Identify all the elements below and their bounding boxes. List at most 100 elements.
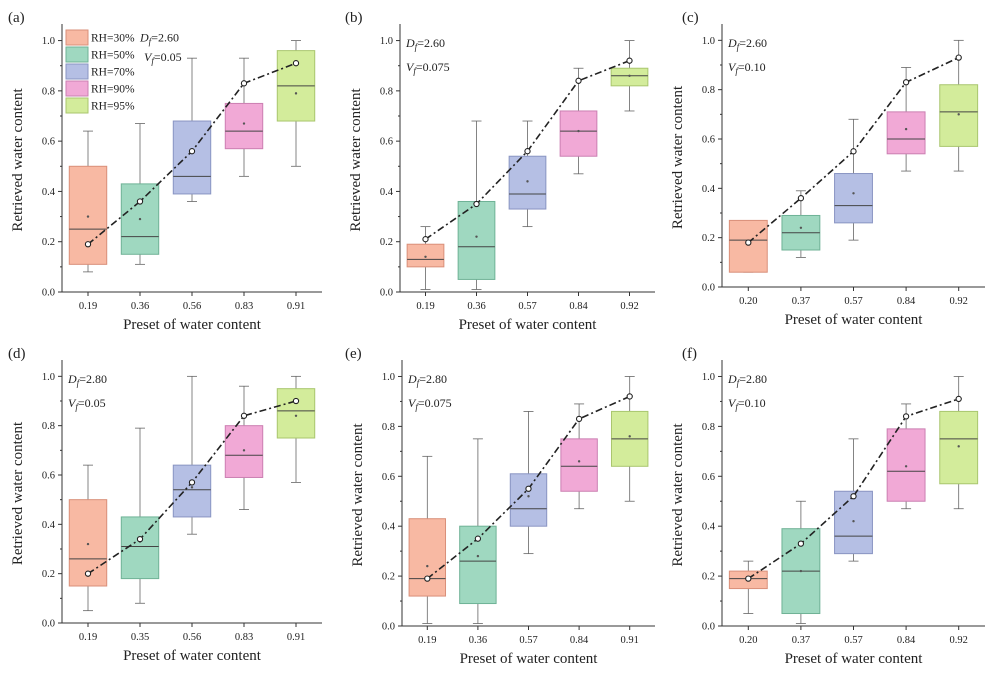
box-mean-marker <box>424 255 427 258</box>
y-tick-label: 0.8 <box>380 86 393 97</box>
preset-point <box>136 198 144 205</box>
param-df: Df=2.60 <box>405 36 445 52</box>
preset-point <box>745 239 752 246</box>
preset-point <box>525 485 532 492</box>
x-tick-label: 0.57 <box>518 301 536 312</box>
x-tick-label: 0.83 <box>235 301 253 312</box>
box <box>457 200 496 280</box>
box <box>559 110 598 157</box>
box <box>886 428 926 502</box>
box-mean-marker <box>476 554 480 558</box>
chart-panel-a: (a) 0.0 0.2 0.4 0.6 0.8 1.0 0.19 0.36 0.56 0.83 0.9… <box>8 10 322 333</box>
x-tick-label: 0.56 <box>183 632 201 643</box>
preset-point <box>188 148 196 155</box>
x-tick-label: 0.83 <box>235 632 253 643</box>
preset-point <box>292 397 300 405</box>
chart-panel-c: (c) 0.0 0.2 0.4 0.6 0.8 1.0 0.20 0.37 0.57 0.84 0.9… <box>670 10 985 328</box>
box-mean-marker <box>904 465 908 468</box>
box-mean-marker <box>242 449 246 452</box>
x-tick-label: 0.92 <box>950 635 968 646</box>
y-tick-label: 0.2 <box>382 572 395 583</box>
y-axis-label: Retrieved water content <box>348 88 364 232</box>
box-mean-marker <box>526 180 529 183</box>
box-mean-marker <box>242 122 246 125</box>
preset-point <box>575 415 583 423</box>
box <box>406 243 445 268</box>
box-mean-marker <box>577 129 580 133</box>
legend-swatch <box>65 63 89 80</box>
y-tick-label: 0.6 <box>382 472 395 483</box>
preset-point <box>902 413 910 420</box>
box-mean-marker <box>799 226 803 229</box>
box <box>560 438 598 492</box>
box <box>172 120 212 195</box>
panel-label: (f) <box>682 346 697 362</box>
panel-label: (e) <box>345 346 362 362</box>
y-tick-label: 0.4 <box>42 520 56 531</box>
x-tick-label: 0.57 <box>844 296 862 307</box>
box <box>508 155 547 210</box>
y-tick-label: 0.8 <box>42 86 55 97</box>
y-tick-label: 0.4 <box>702 184 716 195</box>
x-tick-label: 0.91 <box>287 301 305 312</box>
legend-swatch <box>65 80 89 97</box>
box <box>224 425 264 478</box>
preset-point <box>850 493 857 500</box>
x-axis-label: Preset of water content <box>459 317 598 333</box>
param-vf: Vf=0.075 <box>406 60 450 76</box>
param-df: Df=2.80 <box>727 372 767 388</box>
y-tick-label: 0.2 <box>380 237 393 248</box>
preset-point <box>524 148 531 155</box>
y-tick-label: 0.0 <box>702 283 715 294</box>
legend-label: RH=30% <box>91 33 135 45</box>
y-tick-label: 0.8 <box>702 85 715 96</box>
preset-point <box>745 575 752 582</box>
legend-label: RH=90% <box>91 84 135 96</box>
x-tick-label: 0.35 <box>131 632 149 643</box>
box-mean-marker <box>852 192 855 195</box>
x-tick-label: 0.36 <box>469 635 487 646</box>
x-tick-label: 0.84 <box>570 635 589 646</box>
x-axis-label: Preset of water content <box>123 317 262 333</box>
x-tick-label: 0.19 <box>418 635 436 646</box>
legend-swatch <box>65 46 89 63</box>
preset-point <box>850 148 857 155</box>
preset-point <box>84 241 92 248</box>
preset-point <box>424 575 431 582</box>
panel-label: (c) <box>682 10 699 26</box>
box-mean-marker <box>957 445 960 448</box>
preset-point <box>902 79 910 86</box>
box <box>509 473 548 527</box>
box-mean-marker <box>628 435 631 438</box>
x-tick-label: 0.56 <box>183 301 201 312</box>
box-mean-marker <box>852 520 855 523</box>
preset-point <box>626 57 633 64</box>
box-mean-marker <box>426 564 429 568</box>
x-axis-label: Preset of water content <box>460 651 599 667</box>
y-tick-label: 0.2 <box>42 569 55 580</box>
x-tick-label: 0.36 <box>467 301 485 312</box>
y-tick-label: 0.0 <box>702 622 715 633</box>
box <box>68 165 108 265</box>
box <box>834 173 873 224</box>
preset-point <box>626 393 633 400</box>
legend-swatch <box>65 97 89 114</box>
y-axis-label: Retrieved water content <box>10 88 26 232</box>
box <box>939 410 979 485</box>
y-tick-label: 1.0 <box>42 36 55 47</box>
box <box>939 84 979 147</box>
preset-point <box>188 479 196 486</box>
x-tick-label: 0.36 <box>131 301 149 312</box>
param-df: Df=2.80 <box>407 372 447 388</box>
preset-point <box>84 570 92 577</box>
x-tick-label: 0.92 <box>950 296 968 307</box>
y-tick-label: 0.8 <box>382 422 395 433</box>
param-df: Df=2.60 <box>139 31 179 47</box>
box-mean-marker <box>799 569 803 573</box>
chart-panel-e: (e) 0.0 0.2 0.4 0.6 0.8 1.0 0.19 0.36 0.57 0.84 0.9… <box>345 346 655 667</box>
preset-point <box>240 412 248 419</box>
x-tick-label: 0.91 <box>287 632 305 643</box>
y-tick-label: 0.6 <box>702 135 715 146</box>
param-vf: Vf=0.05 <box>68 396 106 412</box>
